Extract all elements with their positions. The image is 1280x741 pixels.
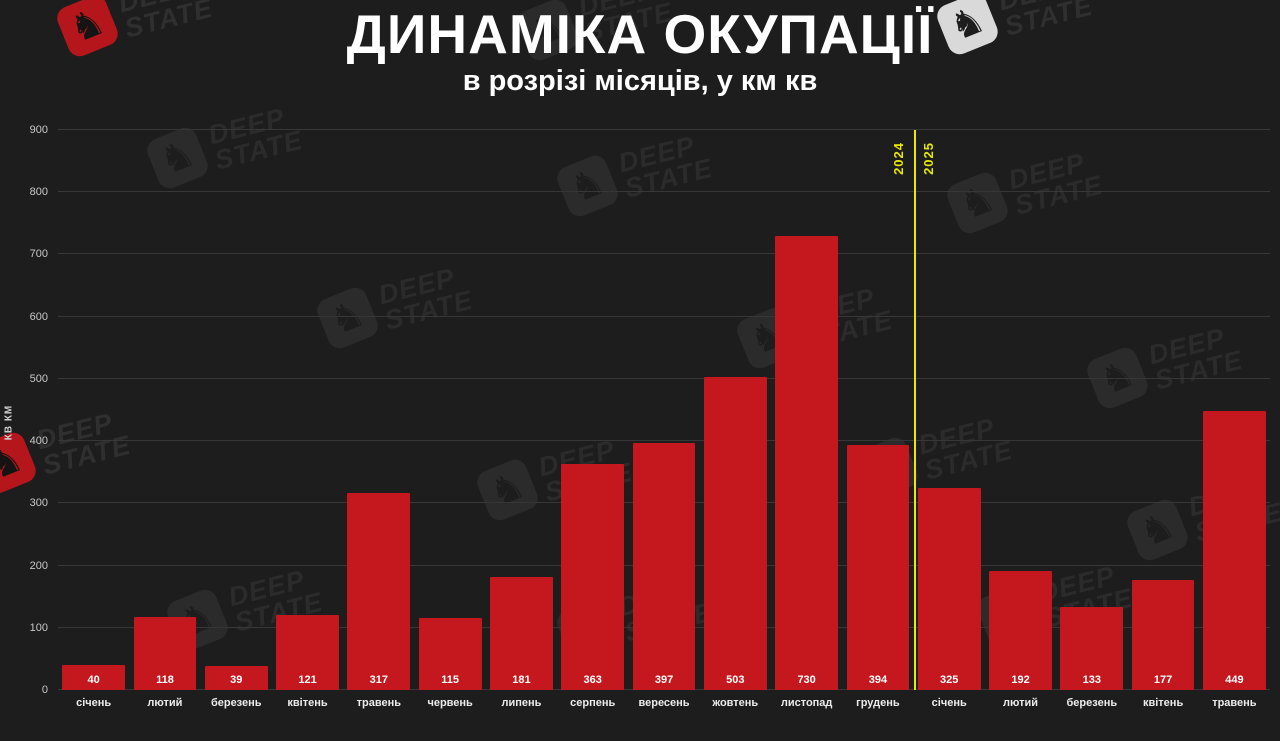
- month-label: травень: [356, 697, 402, 709]
- month-label: вересень: [638, 697, 690, 709]
- month-label: квітень: [287, 697, 328, 709]
- month-label: грудень: [856, 697, 900, 709]
- y-tick-label: 600: [29, 310, 48, 323]
- bar-value-label: 397: [654, 674, 674, 686]
- y-tick-label: 700: [29, 248, 48, 261]
- y-tick-label: 800: [29, 186, 48, 199]
- bar-slot: 133 березень: [1056, 130, 1127, 709]
- chart-region: КВ КМ 0 100 200 300 400 500 600 700 800 900 2024 …: [0, 124, 1280, 741]
- bar-value-label: 317: [369, 674, 389, 686]
- bar-value-label: 325: [940, 674, 959, 686]
- bar-slot: 730 листопад: [771, 130, 842, 709]
- bar: 730: [775, 235, 838, 690]
- bar-value-label: 115: [441, 674, 459, 686]
- bar: 317: [347, 492, 411, 690]
- bar-slot: 121 квітень: [272, 130, 343, 709]
- bar-slot: 363 серпень: [557, 130, 628, 709]
- gridline: [58, 315, 1270, 317]
- month-label: листопад: [780, 697, 833, 709]
- bar-value-label: 121: [298, 674, 317, 686]
- bar: 363: [561, 464, 625, 690]
- y-tick-label: 300: [29, 497, 48, 510]
- y-tick-label: 500: [29, 372, 48, 385]
- bar-slot: 394 грудень: [842, 130, 913, 709]
- month-label: жовтень: [712, 697, 759, 709]
- bar: 503: [703, 377, 767, 690]
- month-label: лютий: [1002, 697, 1039, 709]
- bar-value-label: 177: [1153, 674, 1173, 686]
- month-label: січень: [76, 697, 112, 709]
- bar: 449: [1203, 410, 1266, 690]
- bar-value-label: 181: [512, 674, 531, 686]
- gridline: [58, 129, 1270, 130]
- gridline: [58, 253, 1270, 255]
- bar: 192: [989, 570, 1052, 690]
- plot-area: 2024 2025 40 січень 118 лютий 39 березень 121 к…: [58, 129, 1270, 709]
- bar-slot: 181 липень: [486, 130, 557, 709]
- bar-slot: 39 березень: [201, 130, 272, 709]
- bars-row: 40 січень 118 лютий 39 березень 121 квітень 317 т…: [58, 130, 1270, 709]
- bar: 39: [204, 665, 268, 690]
- bar-slot: 192 лютий: [985, 130, 1056, 709]
- bar: 115: [418, 618, 482, 690]
- bar: 177: [1131, 579, 1195, 690]
- bar-value-label: 394: [868, 674, 888, 686]
- month-label: квітень: [1142, 697, 1184, 709]
- month-label: січень: [931, 697, 967, 709]
- year-label-2025: 2025: [920, 142, 936, 175]
- y-tick-label: 400: [29, 435, 48, 448]
- bar-slot: 325 січень: [914, 130, 985, 709]
- month-label: березень: [1066, 697, 1118, 709]
- bar: 394: [846, 444, 910, 690]
- bar-value-label: 118: [156, 674, 174, 686]
- y-axis: 0 100 200 300 400 500 600 700 800 900: [0, 124, 52, 696]
- bar-value-label: 40: [87, 674, 100, 686]
- chart-header: ДИНАМІКА ОКУПАЦІЇ в розрізі місяців, у к…: [0, 4, 1280, 98]
- y-tick-label: 0: [41, 684, 48, 696]
- month-label: червень: [427, 697, 473, 709]
- month-label: березень: [210, 697, 262, 709]
- bar: 40: [62, 665, 126, 690]
- chart-title: ДИНАМІКА ОКУПАЦІЇ: [346, 3, 934, 65]
- bar-value-label: 503: [726, 674, 745, 686]
- bar-slot: 503 жовтень: [700, 130, 771, 709]
- bar-slot: 317 травень: [343, 130, 414, 709]
- gridline: [58, 377, 1270, 379]
- bar: 121: [276, 614, 339, 690]
- bar-value-label: 39: [230, 674, 243, 686]
- bar-value-label: 192: [1011, 674, 1030, 686]
- y-tick-label: 900: [29, 124, 48, 136]
- bar-value-label: 730: [797, 674, 816, 686]
- bar-slot: 397 вересень: [628, 130, 699, 709]
- chart-subtitle: в розрізі місяців, у км кв: [462, 64, 818, 97]
- bar: 118: [133, 616, 197, 690]
- bar-value-label: 133: [1082, 674, 1101, 686]
- bar-value-label: 449: [1225, 674, 1244, 686]
- year-label-2024: 2024: [890, 142, 906, 175]
- year-separator-line: [913, 130, 916, 690]
- bar-slot: 118 лютий: [129, 130, 200, 709]
- bar: 133: [1060, 607, 1124, 690]
- y-tick-label: 100: [29, 621, 48, 634]
- bar-slot: 115 червень: [414, 130, 485, 709]
- bar-slot: 449 травень: [1199, 130, 1270, 709]
- y-tick-label: 200: [29, 559, 48, 572]
- gridline: [58, 440, 1270, 442]
- bar: 325: [917, 487, 981, 690]
- bar-value-label: 363: [583, 674, 602, 686]
- bar-slot: 40 січень: [58, 130, 129, 709]
- month-label: лютий: [147, 697, 183, 709]
- gridline: [58, 191, 1270, 193]
- month-label: серпень: [570, 697, 616, 709]
- bar: 397: [632, 442, 696, 690]
- month-label: липень: [501, 697, 542, 709]
- month-label: травень: [1212, 697, 1257, 709]
- bar: 181: [490, 577, 553, 690]
- bar-slot: 177 квітень: [1127, 130, 1198, 709]
